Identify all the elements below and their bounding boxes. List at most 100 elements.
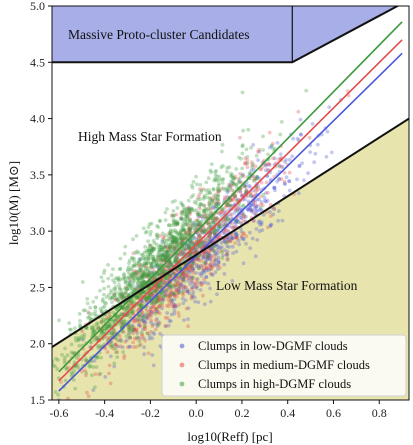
data-point xyxy=(141,321,146,325)
data-point xyxy=(178,252,183,256)
data-point xyxy=(207,235,212,240)
data-point xyxy=(148,293,152,298)
data-point xyxy=(155,309,160,314)
data-point xyxy=(157,304,162,308)
data-point xyxy=(155,234,160,239)
data-point xyxy=(117,338,122,343)
data-point xyxy=(166,292,170,297)
data-point xyxy=(183,231,187,236)
data-point xyxy=(261,203,265,208)
data-point xyxy=(244,161,249,166)
data-point xyxy=(231,182,236,186)
data-point xyxy=(90,312,94,316)
data-point xyxy=(229,203,234,208)
data-point xyxy=(169,284,174,288)
data-point xyxy=(249,208,254,213)
data-point xyxy=(209,255,214,260)
data-point xyxy=(143,321,148,325)
data-point xyxy=(89,373,94,378)
data-point xyxy=(164,290,168,294)
data-point xyxy=(221,163,225,168)
data-point xyxy=(241,214,246,219)
data-point xyxy=(181,278,186,282)
data-point xyxy=(234,231,238,235)
data-point xyxy=(130,284,135,288)
data-point xyxy=(168,294,173,299)
data-point xyxy=(198,234,202,238)
data-point xyxy=(232,194,237,199)
data-point xyxy=(216,198,221,202)
data-point xyxy=(160,283,165,288)
data-point xyxy=(138,293,143,297)
data-point xyxy=(210,198,215,203)
data-point xyxy=(188,282,193,286)
data-point xyxy=(199,245,204,250)
data-point xyxy=(123,279,128,284)
data-point xyxy=(204,269,208,273)
data-point xyxy=(184,267,189,271)
data-point xyxy=(216,258,221,263)
data-point xyxy=(231,226,236,230)
data-point xyxy=(267,130,272,135)
data-point xyxy=(211,248,216,253)
data-point xyxy=(71,372,75,376)
data-point xyxy=(196,214,201,219)
data-point xyxy=(147,296,151,301)
data-point xyxy=(169,288,174,293)
data-point xyxy=(137,259,141,263)
data-point xyxy=(66,365,70,370)
data-point xyxy=(201,263,206,268)
data-point xyxy=(247,206,251,211)
data-point xyxy=(141,319,146,323)
data-point xyxy=(141,269,146,273)
data-point xyxy=(117,293,122,298)
data-point xyxy=(172,272,177,276)
data-point xyxy=(163,278,168,283)
data-point xyxy=(213,258,218,263)
data-point xyxy=(229,171,233,176)
data-point xyxy=(119,320,124,324)
data-point xyxy=(86,310,91,314)
data-point xyxy=(199,228,204,233)
data-point xyxy=(270,144,274,149)
data-point xyxy=(141,253,145,257)
data-point xyxy=(69,350,74,355)
data-point xyxy=(169,285,173,289)
data-point xyxy=(151,304,156,309)
data-point xyxy=(115,355,120,359)
data-point xyxy=(147,333,152,338)
data-point xyxy=(123,291,128,296)
data-point xyxy=(215,243,220,248)
data-point xyxy=(220,208,225,212)
data-point xyxy=(169,232,174,237)
data-point xyxy=(159,294,164,298)
data-point xyxy=(170,291,175,296)
data-point xyxy=(123,281,128,285)
data-point xyxy=(140,313,145,318)
data-point xyxy=(145,229,149,234)
data-point xyxy=(255,209,259,214)
data-point xyxy=(219,165,224,170)
data-point xyxy=(160,271,165,276)
data-point xyxy=(202,214,207,219)
data-point xyxy=(223,209,227,214)
data-point xyxy=(106,284,111,289)
data-point xyxy=(201,256,205,260)
data-point xyxy=(72,369,77,373)
data-point xyxy=(115,315,120,319)
data-point xyxy=(201,268,205,273)
data-point xyxy=(140,318,145,323)
data-point xyxy=(127,325,132,330)
data-point xyxy=(214,257,218,262)
data-point xyxy=(209,260,214,265)
data-point xyxy=(120,345,125,350)
data-point xyxy=(180,251,185,256)
y-tick-label: 3.5 xyxy=(30,168,45,182)
data-point xyxy=(172,291,177,296)
data-point xyxy=(118,344,123,349)
data-point xyxy=(272,156,277,161)
data-point xyxy=(230,226,235,230)
data-point xyxy=(249,160,254,165)
data-point xyxy=(157,298,161,303)
data-point xyxy=(254,206,258,210)
